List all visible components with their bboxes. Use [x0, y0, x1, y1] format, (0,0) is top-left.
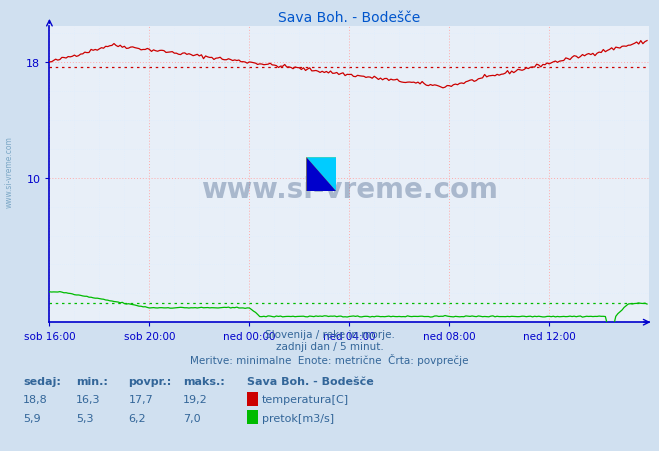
Text: 7,0: 7,0 — [183, 413, 201, 423]
Title: Sava Boh. - Bodešče: Sava Boh. - Bodešče — [278, 10, 420, 24]
Text: 17,7: 17,7 — [129, 395, 154, 405]
Text: 18,8: 18,8 — [23, 395, 48, 405]
Polygon shape — [306, 158, 336, 192]
Text: 5,3: 5,3 — [76, 413, 94, 423]
Text: 16,3: 16,3 — [76, 395, 100, 405]
Text: 5,9: 5,9 — [23, 413, 41, 423]
Text: www.si-vreme.com: www.si-vreme.com — [201, 175, 498, 203]
Text: www.si-vreme.com: www.si-vreme.com — [5, 135, 14, 207]
Text: zadnji dan / 5 minut.: zadnji dan / 5 minut. — [275, 341, 384, 351]
Text: Meritve: minimalne  Enote: metrične  Črta: povprečje: Meritve: minimalne Enote: metrične Črta:… — [190, 354, 469, 366]
Text: pretok[m3/s]: pretok[m3/s] — [262, 413, 333, 423]
Text: Slovenija / reke in morje.: Slovenija / reke in morje. — [264, 329, 395, 339]
Text: 6,2: 6,2 — [129, 413, 146, 423]
Text: min.:: min.: — [76, 377, 107, 387]
Text: sedaj:: sedaj: — [23, 377, 61, 387]
Text: povpr.:: povpr.: — [129, 377, 172, 387]
Text: 19,2: 19,2 — [183, 395, 208, 405]
Polygon shape — [306, 158, 336, 192]
Text: Sava Boh. - Bodešče: Sava Boh. - Bodešče — [247, 377, 374, 387]
Text: maks.:: maks.: — [183, 377, 225, 387]
Text: temperatura[C]: temperatura[C] — [262, 395, 349, 405]
Polygon shape — [306, 158, 336, 192]
